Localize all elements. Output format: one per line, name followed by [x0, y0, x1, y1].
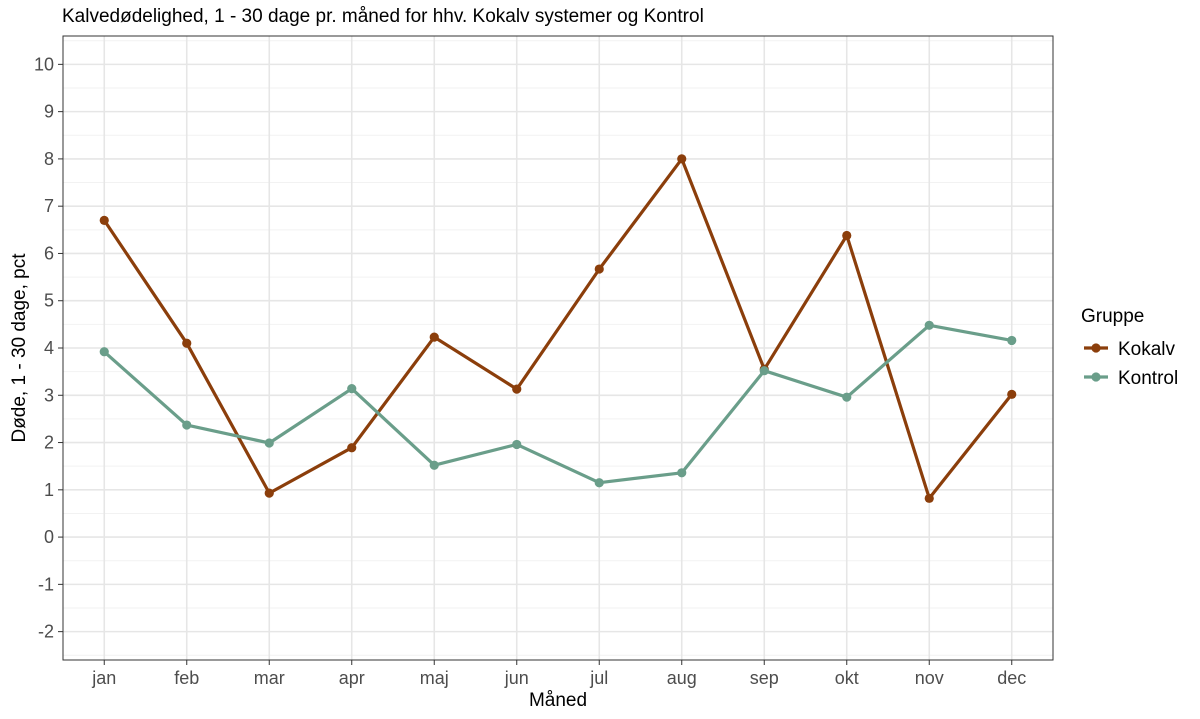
legend-key-point-kontrol: [1091, 372, 1101, 382]
y-tick-label: 10: [34, 54, 54, 74]
legend-title: Gruppe: [1081, 306, 1144, 327]
y-tick-label: 8: [44, 149, 54, 169]
y-tick-label: 1: [44, 480, 54, 500]
data-point-kontrol: [182, 420, 192, 430]
data-point-kontrol: [594, 478, 604, 488]
y-tick-label: 9: [44, 102, 54, 122]
data-point-kokalv: [182, 338, 192, 348]
chart-title: Kalvedødelighed, 1 - 30 dage pr. måned f…: [62, 6, 704, 27]
y-tick-label: 6: [44, 243, 54, 263]
data-point-kontrol: [677, 468, 687, 478]
data-point-kontrol: [1007, 335, 1017, 346]
x-tick-label: jun: [504, 668, 529, 688]
y-tick-label: 7: [44, 196, 54, 216]
series-line-kontrol: [103, 323, 1013, 485]
data-point-kontrol: [264, 438, 274, 448]
y-tick-label: -2: [38, 622, 54, 642]
y-axis-title: Døde, 1 - 30 dage, pct: [9, 253, 30, 443]
x-tick-label: feb: [174, 668, 199, 688]
data-point-kokalv: [512, 384, 522, 394]
x-tick-label: nov: [915, 668, 944, 688]
data-point-kontrol: [99, 347, 109, 357]
data-point-kontrol: [429, 460, 439, 470]
series-line-kokalv: [102, 157, 1014, 500]
y-tick-label: 2: [44, 433, 54, 453]
x-tick-label: dec: [997, 668, 1026, 688]
y-tick-label: 0: [44, 527, 54, 547]
data-point-kokalv: [99, 215, 109, 225]
x-tick-label: mar: [254, 668, 285, 688]
data-point-kontrol: [759, 366, 769, 376]
x-tick-label: okt: [835, 668, 859, 688]
x-axis-title: Måned: [529, 690, 587, 711]
legend-key-point-kokalv: [1091, 343, 1101, 353]
data-point-kokalv: [924, 493, 934, 503]
data-point-kokalv: [1007, 389, 1017, 399]
y-tick-label: 3: [44, 385, 54, 405]
legend-label-kontrol: Kontrol: [1118, 368, 1178, 389]
y-tick-label: 5: [44, 291, 54, 311]
y-axis: -2 -1 0 1 2 3 4 5 6 7 8 9 10: [34, 54, 63, 642]
grid-lines: [63, 36, 1053, 660]
data-point-kokalv: [347, 443, 357, 453]
data-point-kontrol: [347, 384, 357, 394]
x-axis: jan feb mar apr maj jun jul aug sep okt nov dec: [91, 660, 1026, 688]
x-tick-label: jan: [91, 668, 116, 688]
data-point-kontrol: [924, 320, 934, 330]
data-point-kokalv: [677, 154, 687, 164]
legend-label-kokalv: Kokalv: [1118, 339, 1176, 360]
data-point-kokalv: [842, 230, 852, 241]
series-lines: [99, 154, 1017, 503]
data-point-kokalv: [429, 332, 439, 342]
data-point-kokalv: [594, 264, 604, 274]
x-tick-label: aug: [667, 668, 697, 688]
data-point-kontrol: [512, 439, 522, 450]
y-tick-label: 4: [44, 338, 54, 358]
x-tick-label: sep: [750, 668, 779, 688]
x-tick-label: jul: [589, 668, 608, 688]
data-point-kontrol: [842, 392, 852, 402]
x-tick-label: maj: [420, 668, 449, 688]
y-tick-label: -1: [38, 574, 54, 594]
x-tick-label: apr: [339, 668, 365, 688]
legend: Gruppe Kokalv Kontrol: [1081, 306, 1178, 389]
data-point-kokalv: [264, 488, 274, 498]
